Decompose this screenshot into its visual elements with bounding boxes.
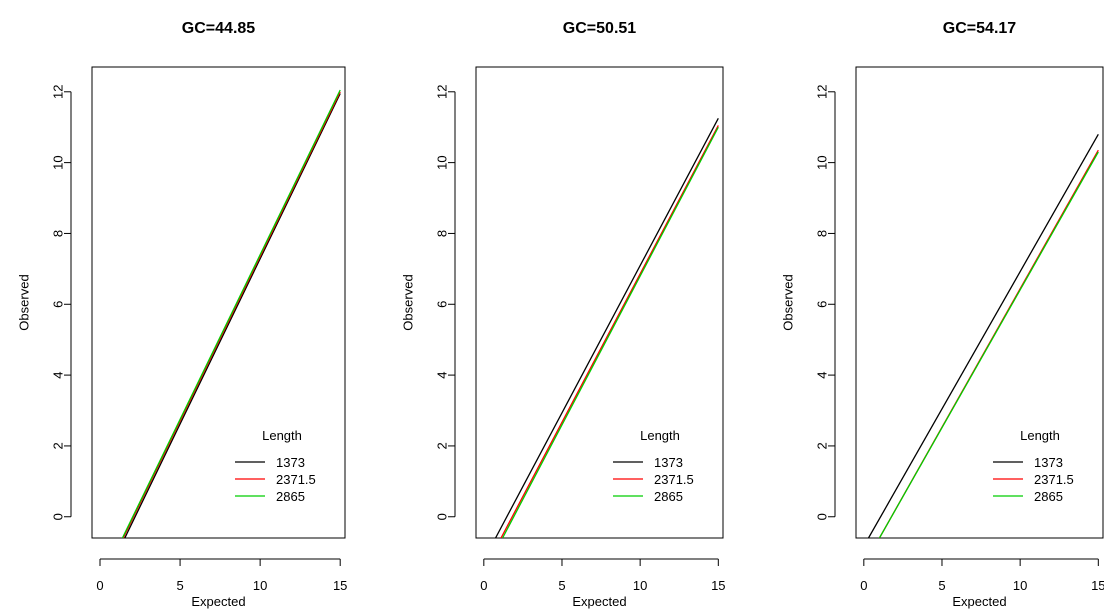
y-tick-label: 4: [815, 371, 830, 378]
y-tick-label: 4: [435, 371, 450, 378]
y-tick-label: 12: [51, 85, 66, 99]
x-tick-label: 5: [938, 578, 945, 593]
y-tick-label: 10: [51, 155, 66, 169]
x-axis-label: Expected: [572, 594, 626, 609]
y-tick-label: 0: [435, 513, 450, 520]
legend-label: 2865: [276, 489, 305, 504]
legend: Length 1373 2371.5 2865: [613, 428, 694, 504]
series-group: [494, 118, 719, 538]
legend-label: 2371.5: [1034, 472, 1074, 487]
x-tick-label: 5: [558, 578, 565, 593]
y-axis-label: Observed: [781, 274, 796, 330]
y-tick-label: 2: [815, 442, 830, 449]
y-tick-label: 0: [815, 513, 830, 520]
chart-panel-1: GC=44.85 0 5 10 15 0 2 4 6 8 10 12 Expected Observed L…: [17, 20, 348, 609]
chart-panel-2: GC=50.51 0 5 10 15 0 2 4 6 8 10 12 Expected Observed L…: [401, 20, 726, 609]
y-tick-label: 2: [51, 442, 66, 449]
series-line-1373: [867, 133, 1099, 538]
y-tick-label: 4: [51, 371, 66, 378]
chart-title: GC=54.17: [943, 20, 1016, 37]
y-tick-label: 10: [815, 155, 830, 169]
legend-label: 2371.5: [276, 472, 316, 487]
x-tick-label: 5: [176, 578, 183, 593]
y-axis-label: Observed: [401, 274, 416, 330]
chart-title: GC=50.51: [563, 20, 636, 37]
x-tick-label: 0: [480, 578, 487, 593]
series-line-2865: [502, 126, 719, 538]
chart-title: GC=44.85: [182, 20, 255, 37]
y-tick-label: 2: [435, 442, 450, 449]
plot-frame: [855, 66, 1104, 539]
x-tick-label: 15: [333, 578, 347, 593]
series-line-1373: [124, 93, 341, 538]
legend-label: 2865: [1034, 489, 1063, 504]
y-tick-label: 8: [435, 230, 450, 237]
legend-label: 1373: [1034, 455, 1063, 470]
x-tick-label: 0: [860, 578, 867, 593]
x-axis-label: Expected: [191, 594, 245, 609]
y-tick-label: 0: [51, 513, 66, 520]
y-tick-label: 8: [51, 230, 66, 237]
legend-title: Length: [262, 428, 302, 443]
y-tick-label: 10: [435, 155, 450, 169]
x-tick-label: 10: [1013, 578, 1027, 593]
plot-frame: [91, 66, 346, 539]
y-tick-label: 8: [815, 230, 830, 237]
y-tick-label: 12: [435, 85, 450, 99]
legend-label: 1373: [654, 455, 683, 470]
legend-label: 1373: [276, 455, 305, 470]
series-line-1373: [494, 118, 719, 538]
y-tick-label: 6: [435, 301, 450, 308]
x-tick-label: 10: [253, 578, 267, 593]
legend-label: 2865: [654, 489, 683, 504]
series-line-2865: [121, 89, 341, 538]
x-tick-label: 0: [96, 578, 103, 593]
x-axis-label: Expected: [952, 594, 1006, 609]
legend-label: 2371.5: [654, 472, 694, 487]
legend: Length 1373 2371.5 2865: [993, 428, 1074, 504]
series-line-2865: [878, 151, 1099, 538]
legend: Length 1373 2371.5 2865: [235, 428, 316, 504]
legend-title: Length: [1020, 428, 1060, 443]
y-tick-label: 12: [815, 85, 830, 99]
y-tick-label: 6: [815, 301, 830, 308]
x-tick-label: 15: [711, 578, 725, 593]
y-tick-label: 6: [51, 301, 66, 308]
series-line-2371-5: [500, 125, 719, 538]
series-line-2371-5: [122, 91, 341, 538]
chart-panel-3: GC=54.17 0 5 10 15 0 2 4 6 8 10 12 Expected Observed L…: [781, 20, 1104, 609]
x-tick-label: 10: [633, 578, 647, 593]
series-group: [867, 133, 1099, 538]
series-group: [121, 89, 341, 538]
x-tick-label: 15: [1091, 578, 1104, 593]
legend-title: Length: [640, 428, 680, 443]
y-axis-label: Observed: [17, 274, 32, 330]
plot-frame: [475, 66, 724, 539]
